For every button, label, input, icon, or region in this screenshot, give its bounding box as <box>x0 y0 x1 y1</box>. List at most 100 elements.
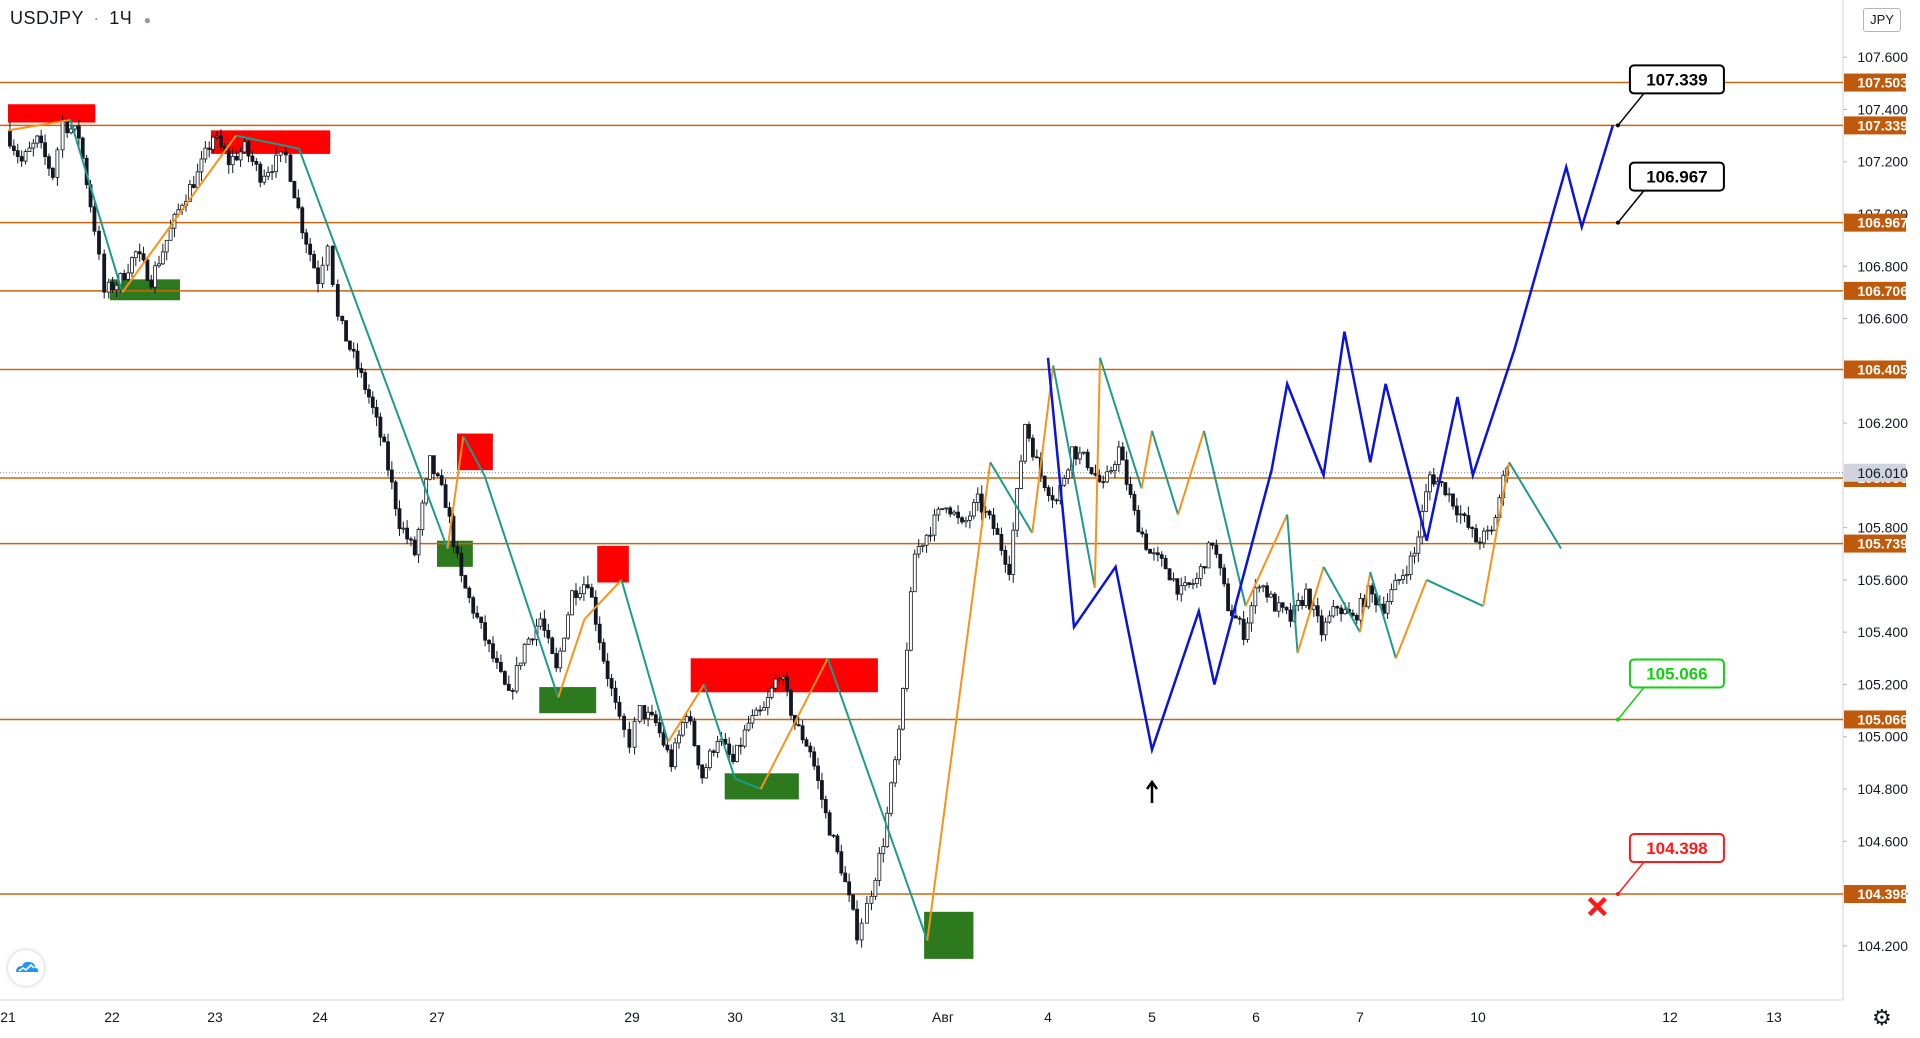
candle-body <box>1466 515 1471 528</box>
candle-body <box>839 851 844 874</box>
candle-body <box>1404 574 1409 577</box>
candle-body <box>1132 494 1137 511</box>
callout-anchor <box>1615 717 1620 722</box>
candle-body <box>1210 542 1215 546</box>
x-tick-label: 13 <box>1766 1009 1782 1025</box>
candle-body <box>550 637 555 654</box>
candle-body <box>1269 593 1273 598</box>
arrow-up-icon <box>1145 779 1159 803</box>
candle-body <box>1335 606 1340 609</box>
candle-body <box>613 687 618 703</box>
candle-body <box>677 734 681 744</box>
candle-body <box>785 676 790 692</box>
level-label-bg <box>1844 213 1906 232</box>
candle-body <box>126 272 130 280</box>
candle-body <box>526 638 531 645</box>
candle-body <box>374 407 379 418</box>
candle-body <box>632 720 637 748</box>
candle-body <box>363 372 368 390</box>
zigzag-segment <box>349 286 449 549</box>
candle-body <box>1478 541 1482 544</box>
candle-body <box>816 765 820 781</box>
candle-body <box>688 716 693 722</box>
candle-body <box>609 678 614 689</box>
candle-body <box>877 852 882 881</box>
candle-body <box>1397 579 1402 581</box>
candle-body <box>754 709 759 716</box>
candle-body <box>1054 499 1059 502</box>
zigzag-segment <box>121 135 237 294</box>
candle-body <box>995 528 1000 535</box>
candle-body <box>499 661 503 672</box>
candle-body <box>1109 470 1113 473</box>
level-label: 107.503 <box>1857 75 1908 91</box>
candle-body <box>1222 567 1227 585</box>
candle-body <box>1300 600 1305 606</box>
candle-body <box>451 515 456 547</box>
candle-body <box>92 206 97 232</box>
candle-body <box>479 616 484 623</box>
candle-body <box>873 879 878 897</box>
candle-body <box>506 683 511 691</box>
candle-body <box>1249 605 1254 624</box>
candle-body <box>750 715 755 724</box>
candle-body <box>475 612 480 618</box>
candle-body <box>731 753 735 762</box>
candle-body <box>335 284 340 317</box>
candle-body <box>308 243 313 255</box>
candle-body <box>97 230 101 255</box>
candle-body <box>956 511 960 519</box>
candle-body <box>605 660 610 679</box>
candle-body <box>777 678 782 681</box>
x-tick-label: 6 <box>1252 1009 1260 1025</box>
candle-body <box>1323 621 1328 636</box>
candle-body <box>570 590 574 616</box>
candle-body <box>187 184 192 202</box>
candle-body <box>238 151 243 161</box>
x-tick-label: 30 <box>727 1009 743 1025</box>
candle-body <box>916 546 921 555</box>
zigzag-segment <box>557 618 586 698</box>
candle-body <box>23 151 28 162</box>
candle-body <box>952 511 957 515</box>
callout-pointer <box>1617 861 1645 895</box>
candle-body <box>847 881 852 896</box>
candle-body <box>1042 475 1047 489</box>
resistance-zone <box>597 545 629 583</box>
candle-body <box>191 184 196 188</box>
candle-body <box>1354 615 1359 621</box>
candle-body <box>405 527 410 540</box>
candle-body <box>735 744 739 762</box>
candle-body <box>665 744 670 751</box>
gear-icon[interactable]: ⚙ <box>1872 1005 1892 1030</box>
y-tick-label: 106.200 <box>1857 415 1908 431</box>
candle-body <box>823 798 828 814</box>
currency-button[interactable]: JPY <box>1863 8 1901 32</box>
candle-body <box>1381 603 1386 614</box>
candle-body <box>1451 493 1455 507</box>
tradingview-cloud-icon[interactable] <box>8 950 44 986</box>
last-price-label-bg <box>1844 463 1906 482</box>
candle-body <box>800 725 805 741</box>
candle-body <box>920 544 925 547</box>
y-tick-label: 106.600 <box>1857 311 1908 327</box>
candle-body <box>781 676 786 680</box>
candle-body <box>65 121 70 134</box>
candle-body <box>808 745 813 753</box>
candle-body <box>835 835 840 853</box>
support-zone <box>924 911 974 959</box>
candle-body <box>948 507 953 515</box>
candle-body <box>397 508 402 530</box>
candle-body <box>382 436 387 443</box>
candle-body <box>1027 424 1031 439</box>
candle-body <box>637 705 642 722</box>
candle-body <box>386 441 390 471</box>
y-tick-label: 104.200 <box>1857 938 1908 954</box>
candle-body <box>944 507 949 510</box>
x-tick-label: 21 <box>0 1009 16 1025</box>
candle-body <box>1233 615 1238 619</box>
candle-body <box>1214 544 1219 555</box>
status-dot-icon: ● <box>143 13 152 27</box>
candle-body <box>582 584 586 594</box>
